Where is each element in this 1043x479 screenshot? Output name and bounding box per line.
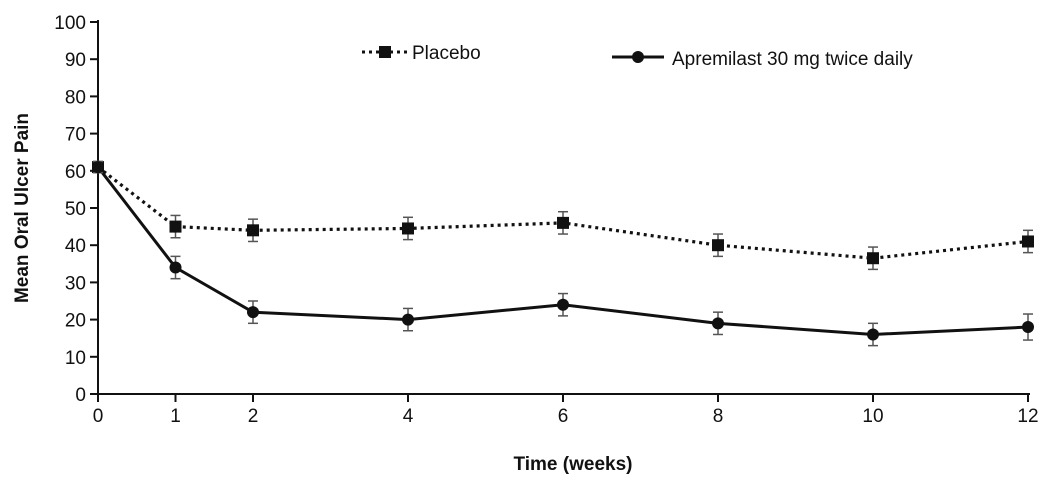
y-tick-label: 70 xyxy=(65,125,86,146)
legend-marker xyxy=(632,51,644,63)
y-tick-label: 20 xyxy=(65,311,86,332)
x-tick-label: 8 xyxy=(713,406,724,427)
legend: Placebo Apremilast 30 mg twice daily xyxy=(362,43,913,70)
y-tick-label: 0 xyxy=(75,385,86,406)
data-point xyxy=(247,306,259,319)
data-point xyxy=(712,317,724,330)
data-point xyxy=(247,224,259,237)
x-tick-label: 0 xyxy=(93,406,104,427)
data-point xyxy=(712,239,724,252)
legend-label: Apremilast 30 mg twice daily xyxy=(672,49,913,70)
y-tick-label: 60 xyxy=(65,162,86,183)
legend-label: Placebo xyxy=(412,43,481,64)
x-tick-label: 1 xyxy=(170,406,181,427)
y-tick-label: 90 xyxy=(65,50,86,71)
series-apremilast xyxy=(92,160,1034,347)
x-tick-label: 6 xyxy=(558,406,569,427)
series-line xyxy=(96,166,1029,336)
y-tick-label: 80 xyxy=(65,87,86,108)
data-point xyxy=(867,252,879,265)
data-point xyxy=(557,298,569,311)
series-placebo xyxy=(92,160,1034,271)
x-axis-label: Time (weeks) xyxy=(514,454,633,475)
x-tick-label: 2 xyxy=(248,406,259,427)
data-point xyxy=(867,328,879,341)
data-point xyxy=(169,261,182,274)
data-point xyxy=(1022,321,1034,334)
y-tick-label: 30 xyxy=(65,273,86,294)
y-ticks: 0 10 20 30 40 50 60 70 80 90 100 xyxy=(54,13,98,406)
x-tick-label: 10 xyxy=(862,406,883,427)
data-point xyxy=(1022,235,1034,248)
series-line xyxy=(97,165,1029,260)
y-axis-label: Mean Oral Ulcer Pain xyxy=(12,113,33,303)
x-ticks: 0 1 2 4 6 8 10 12 xyxy=(93,394,1039,427)
data-point xyxy=(557,216,569,229)
legend-marker xyxy=(379,46,391,58)
legend-item: Apremilast 30 mg twice daily xyxy=(612,49,913,70)
y-tick-label: 40 xyxy=(65,236,86,257)
x-tick-label: 4 xyxy=(403,406,414,427)
data-point xyxy=(92,161,104,174)
legend-item: Placebo xyxy=(362,43,481,64)
y-tick-label: 10 xyxy=(65,348,86,369)
y-tick-label: 100 xyxy=(54,13,86,34)
data-point xyxy=(402,313,414,326)
series-layer xyxy=(92,160,1034,347)
data-point xyxy=(402,222,414,235)
x-tick-label: 12 xyxy=(1017,406,1038,427)
data-point xyxy=(169,220,182,233)
y-tick-label: 50 xyxy=(65,199,86,220)
